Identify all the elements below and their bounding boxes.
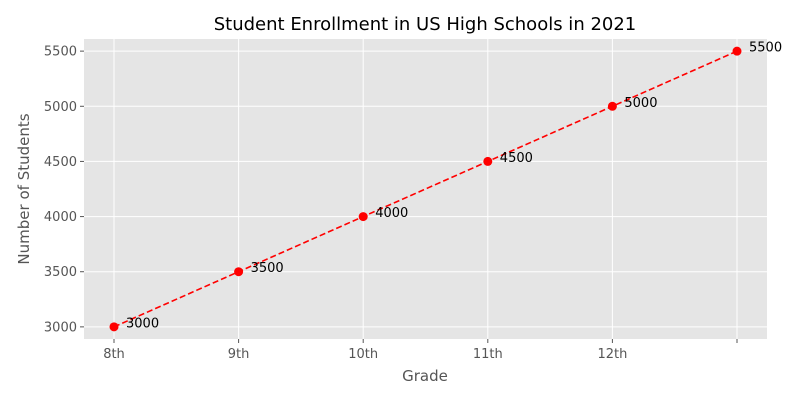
data-point	[358, 212, 368, 222]
y-tick-label: 3000	[44, 320, 77, 335]
data-point	[234, 267, 244, 277]
data-label: 5000	[624, 96, 657, 111]
data-label: 3500	[251, 261, 284, 276]
x-axis-label: Grade	[402, 367, 448, 385]
y-tick-label: 4500	[44, 155, 77, 170]
plot-area	[84, 39, 767, 339]
x-tick-label: 12th	[597, 347, 627, 362]
data-label: 5500	[749, 41, 782, 56]
data-label: 4000	[375, 206, 408, 221]
y-axis-label: Number of Students	[15, 113, 33, 264]
x-tick-label: 10th	[348, 347, 378, 362]
data-label: 3000	[126, 316, 159, 331]
data-labels: 3000 3500 4000 4500 5000 5500	[126, 41, 782, 332]
data-point	[109, 322, 119, 332]
grid-lines	[84, 39, 767, 339]
x-tick-label: 8th	[103, 347, 125, 362]
data-point	[483, 156, 493, 166]
y-axis-ticks: 3000 3500 4000 4500 5000 5500	[44, 45, 84, 335]
data-label: 4500	[500, 151, 533, 166]
data-point	[732, 46, 742, 56]
y-tick-label: 3500	[44, 265, 77, 280]
y-tick-label: 5500	[44, 45, 77, 60]
y-tick-label: 4000	[44, 210, 77, 225]
x-tick-label: 11th	[473, 347, 503, 362]
data-markers	[109, 46, 742, 332]
y-tick-label: 5000	[44, 100, 77, 115]
data-point	[607, 101, 617, 111]
chart-title: Student Enrollment in US High Schools in…	[214, 14, 637, 35]
series-line	[113, 50, 738, 328]
x-axis-ticks: 8th 9th 10th 11th 12th	[103, 339, 738, 362]
x-tick-label: 9th	[228, 347, 250, 362]
